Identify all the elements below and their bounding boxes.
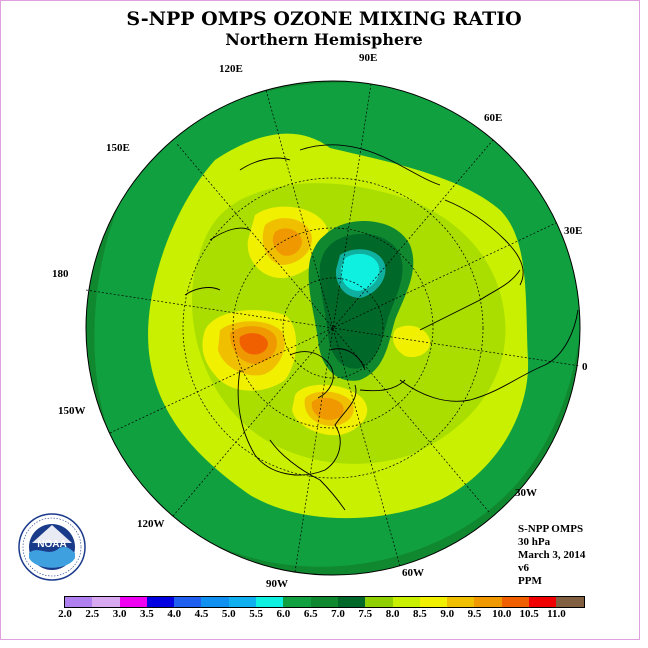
ozone-red-patch-3: [311, 397, 344, 420]
colorbar-swatch-5: [201, 597, 229, 607]
lon-label-90e: 90E: [359, 52, 378, 64]
colorbar-tick-label: 6.5: [303, 608, 318, 620]
colorbar-swatch-14: [447, 597, 475, 607]
colorbar-swatch-7: [256, 597, 284, 607]
lon-label-120e: 120E: [219, 63, 243, 75]
colorbar-tick-label: 3.5: [140, 608, 154, 620]
colorbar-swatch-9: [310, 597, 338, 607]
colorbar-swatch-16: [501, 597, 530, 607]
colorbar-swatch-10: [337, 597, 366, 607]
colorbar-tick-label: 9.5: [467, 608, 482, 620]
colorbar-swatch-4: [174, 597, 202, 607]
colorbar: [64, 596, 585, 608]
colorbar-tick-label: 9.0: [440, 608, 455, 620]
noaa-logo-text: NOAA: [37, 539, 66, 550]
lon-label-60e: 60E: [484, 112, 503, 124]
latitude-circle-outer: [182, 177, 484, 479]
lon-label-150w: 150W: [58, 405, 86, 417]
colorbar-swatch-1: [92, 597, 120, 607]
lon-label-150e: 150E: [106, 142, 130, 154]
colorbar-tick-label: 8.0: [385, 608, 400, 620]
colorbar-tick-label: 2.5: [85, 608, 100, 620]
ozone-darkred-patch-2: [239, 333, 268, 355]
colorbar-swatch-2: [119, 597, 147, 607]
colorbar-tick-label: 2.0: [58, 608, 72, 620]
lon-label-30e: 30E: [564, 225, 583, 237]
colorbar-swatch-15: [474, 597, 502, 607]
colorbar-tick-label: 10.0: [492, 608, 512, 620]
lon-label-180: 180: [52, 268, 69, 280]
colorbar-swatch-8: [283, 597, 311, 607]
lon-label-90w: 90W: [266, 578, 288, 590]
latitude-circle-mid: [232, 227, 434, 429]
lon-label-120w: 120W: [137, 518, 165, 530]
colorbar-swatch-11: [365, 597, 393, 607]
info-instrument: S-NPP OMPS: [518, 523, 584, 535]
colorbar-swatch-17: [529, 597, 557, 607]
plot-frame: [0, 0, 640, 640]
ozone-vortex-core: [340, 253, 380, 291]
noaa-logo: NOAA: [18, 513, 86, 581]
colorbar-swatch-18: [556, 597, 584, 607]
colorbar-tick-label: 10.5: [519, 608, 539, 620]
colorbar-tick-label: 5.5: [249, 608, 263, 620]
colorbar-tick-label: 11.0: [547, 608, 566, 620]
coastlines: [184, 144, 579, 511]
map-subtitle: Northern Hemisphere: [225, 30, 423, 49]
meridian-120: [265, 89, 401, 567]
colorbar-tick-label: 3.0: [112, 608, 127, 620]
info-units: PPM: [518, 575, 542, 587]
colorbar-swatch-6: [228, 597, 257, 607]
ozone-yellow-patch-4: [393, 325, 431, 358]
lon-label-30w: 30W: [515, 487, 537, 499]
lon-label-60w: 60W: [402, 567, 424, 579]
map-title: S-NPP OMPS OZONE MIXING RATIO: [126, 8, 522, 30]
colorbar-swatch-13: [419, 597, 448, 607]
colorbar-swatch-3: [146, 597, 175, 607]
lon-label-0: 0: [582, 361, 588, 373]
meridian-150: [176, 143, 490, 513]
info-pressure-level: 30 hPa: [518, 536, 551, 548]
info-version: v6: [518, 562, 529, 574]
latitude-circle-inner: [282, 277, 384, 379]
colorbar-tick-label: 4.0: [167, 608, 182, 620]
colorbar-tick-label: 8.5: [413, 608, 427, 620]
graticule: [85, 83, 581, 573]
map-outer-boundary: [85, 80, 581, 576]
info-block: S-NPP OMPS 30 hPa March 3, 2014 v6 PPM: [518, 523, 585, 588]
colorbar-tick-label: 5.0: [221, 608, 236, 620]
colorbar-tick-label: 6.0: [276, 608, 291, 620]
info-date: March 3, 2014: [518, 549, 586, 561]
ozone-red-patch-1: [272, 228, 302, 256]
colorbar-tick-label: 7.5: [358, 608, 373, 620]
colorbar-tick-label: 4.5: [194, 608, 209, 620]
colorbar-swatch-12: [392, 597, 420, 607]
colorbar-tick-label: 7.0: [331, 608, 345, 620]
colorbar-swatch-0: [65, 597, 93, 607]
